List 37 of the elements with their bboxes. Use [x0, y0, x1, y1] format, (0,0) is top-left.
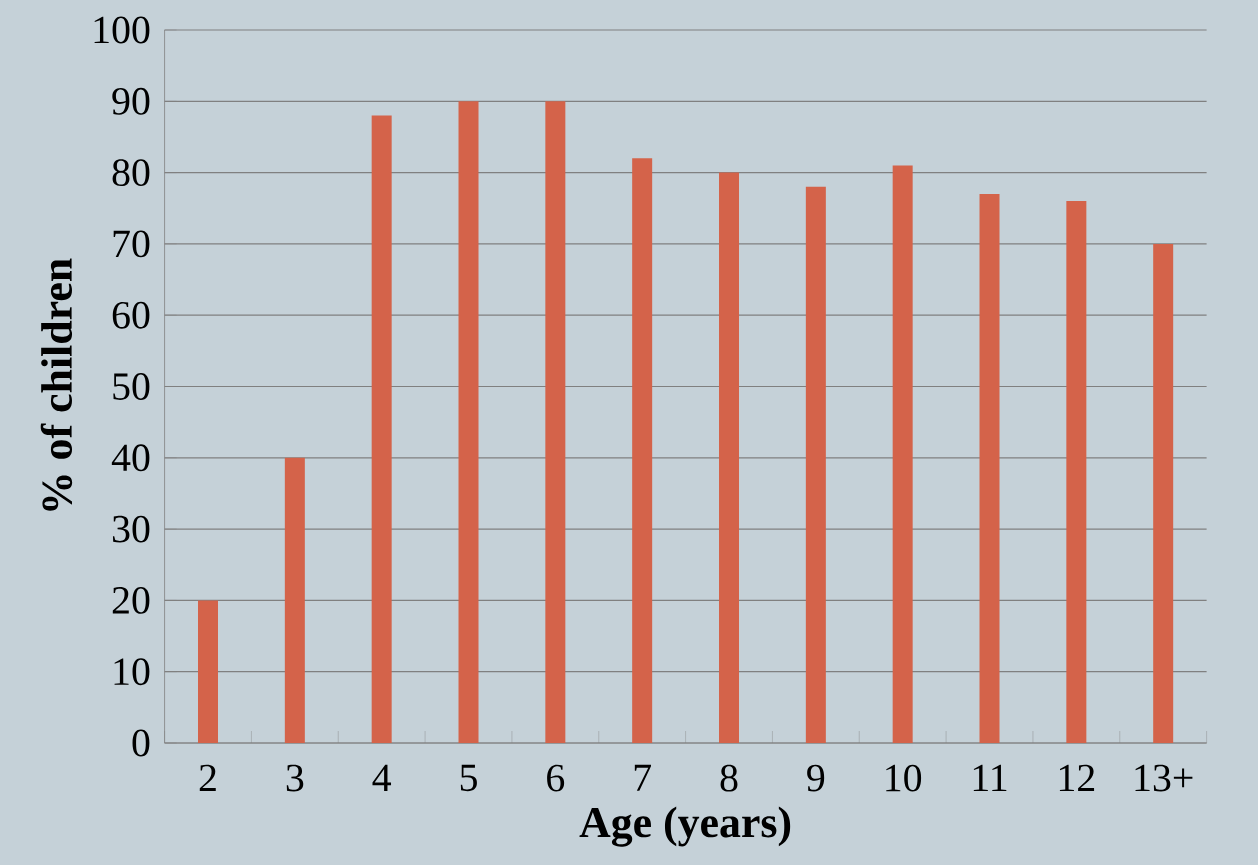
bar: [371, 115, 392, 743]
y-tick-label: 20: [112, 586, 150, 614]
x-tick-label: 4: [372, 764, 392, 791]
x-tick-label: 11: [973, 764, 1007, 791]
y-tick-label: 80: [112, 159, 150, 187]
bar: [198, 600, 218, 743]
x-tick-label: 2: [199, 764, 216, 792]
y-tick-label: 50: [113, 373, 150, 400]
x-tick-label: 5: [460, 764, 477, 792]
x-tick-label: 13+: [1135, 764, 1193, 792]
y-tick-label: 100: [94, 16, 150, 44]
bar: [979, 193, 1000, 743]
bar: [284, 457, 305, 743]
x-tick-label: 8: [720, 764, 738, 792]
bar: [545, 101, 566, 743]
x-tick-label: 9: [807, 764, 825, 792]
x-tick-label: 6: [547, 764, 565, 792]
y-axis-title: % of children: [40, 258, 73, 511]
x-tick-label: 3: [286, 764, 304, 792]
bar: [1153, 243, 1174, 743]
bar: [805, 186, 826, 743]
y-tick-label: 90: [112, 87, 150, 115]
bar: [719, 172, 740, 743]
bar: [458, 101, 479, 743]
y-tick-label: 40: [111, 444, 150, 472]
y-tick-label: 10: [114, 658, 150, 686]
x-tick-label: 12: [1059, 764, 1095, 792]
y-tick-label: 70: [113, 230, 150, 258]
bar: [892, 165, 913, 743]
bar: [1066, 201, 1087, 743]
x-tick-label: 10: [886, 764, 922, 792]
x-axis-title: Age (years): [579, 806, 791, 847]
y-tick-label: 0: [132, 729, 150, 757]
x-tick-label: 7: [634, 764, 651, 791]
y-tick-label: 30: [112, 515, 150, 543]
bar: [632, 158, 653, 743]
y-tick-label: 60: [112, 301, 150, 329]
